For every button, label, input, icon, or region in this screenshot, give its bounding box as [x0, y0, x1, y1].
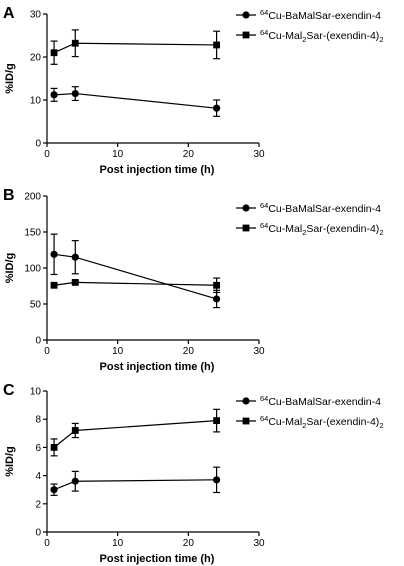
x-tick-label: 30	[253, 346, 265, 357]
y-tick-label: 100	[24, 264, 41, 275]
data-point-marker	[213, 476, 221, 484]
data-point-marker	[213, 104, 221, 112]
legend-marker	[242, 397, 250, 405]
data-point-marker	[213, 281, 220, 289]
series-line	[53, 253, 217, 300]
legend-marker	[242, 224, 250, 232]
x-tick-label: 20	[183, 538, 195, 549]
panel-letter: A	[3, 5, 15, 22]
legend-entry-1: 64Cu-BaMalSar-exendin-4	[236, 8, 381, 22]
x-tick-label: 0	[44, 346, 50, 357]
series-2	[50, 29, 221, 65]
panel-letter: B	[3, 187, 15, 204]
panel-letter: C	[3, 382, 15, 399]
legend-entry-2: 64Cu-Mal2Sar-(exendin-4)2	[236, 221, 383, 237]
data-point-marker	[71, 89, 79, 98]
legend-label: 64Cu-Mal2Sar-(exendin-4)2	[260, 414, 383, 430]
x-tick-label: 20	[183, 346, 195, 357]
legend-entry-2: 64Cu-Mal2Sar-(exendin-4)2	[236, 414, 383, 430]
y-tick-label: 200	[24, 192, 41, 203]
y-tick-label: 6	[35, 443, 41, 454]
y-tick-label: 4	[35, 471, 41, 482]
data-point-marker	[71, 253, 79, 261]
legend-entry-2: 64Cu-Mal2Sar-(exendin-4)2	[236, 28, 383, 44]
data-point-marker	[213, 41, 220, 49]
series-line	[53, 420, 217, 448]
legend-entry-1: 64Cu-BaMalSar-exendin-4	[236, 394, 381, 408]
y-axis-title: %ID/g	[4, 63, 16, 94]
y-tick-label: 150	[24, 228, 41, 239]
data-point-marker	[213, 295, 221, 303]
y-tick-label: 8	[35, 415, 41, 426]
y-tick-label: 20	[30, 53, 42, 64]
data-point-marker	[50, 250, 58, 258]
data-point-marker	[50, 444, 58, 451]
y-tick-label: 50	[30, 300, 42, 311]
data-point-marker	[50, 49, 58, 57]
legend-marker	[242, 31, 250, 39]
x-tick-label: 20	[183, 149, 195, 160]
data-point-marker	[50, 91, 58, 99]
y-tick-label: 10	[30, 387, 42, 398]
y-axis-title: %ID/g	[4, 446, 16, 477]
y-tick-label: 0	[35, 336, 41, 347]
data-point-marker	[71, 39, 79, 47]
legend-label: 64Cu-BaMalSar-exendin-4	[260, 201, 381, 215]
legend-marker	[242, 417, 250, 425]
legend-marker	[242, 11, 250, 19]
x-tick-label: 0	[44, 149, 50, 160]
y-tick-label: 0	[35, 528, 41, 539]
y-axis-title: %ID/g	[4, 253, 16, 284]
x-tick-label: 0	[44, 538, 50, 549]
x-tick-label: 10	[112, 538, 124, 549]
series-2	[50, 277, 221, 294]
chart-panel-a: A 0 10 20 30 0 10 20 30 Post injection time (h) %I…	[3, 5, 383, 176]
series-1	[50, 86, 221, 117]
series-1	[50, 233, 221, 309]
x-tick-label: 30	[253, 149, 265, 160]
legend-entry-1: 64Cu-BaMalSar-exendin-4	[236, 201, 381, 215]
legend-marker	[242, 204, 250, 212]
x-tick-label: 10	[112, 346, 124, 357]
data-point-marker	[50, 281, 58, 289]
y-tick-label: 10	[30, 96, 42, 107]
y-tick-label: 0	[35, 139, 41, 150]
data-point-marker	[71, 477, 79, 485]
x-tick-label: 30	[253, 538, 265, 549]
x-axis-title: Post injection time (h)	[100, 553, 215, 565]
y-tick-label: 30	[30, 10, 42, 21]
data-point-marker	[50, 486, 58, 494]
chart-panel-c: C 0 10 20 30 0 2 4 6 8 10 Post injection time (h) %I…	[3, 382, 383, 565]
x-axis-title: Post injection time (h)	[100, 361, 215, 373]
data-point-marker	[213, 417, 220, 425]
legend-label: 64Cu-Mal2Sar-(exendin-4)2	[260, 28, 383, 44]
data-point-marker	[71, 279, 79, 286]
data-point-marker	[71, 427, 79, 434]
legend-label: 64Cu-BaMalSar-exendin-4	[260, 8, 381, 22]
legend-label: 64Cu-BaMalSar-exendin-4	[260, 394, 381, 408]
x-axis-title: Post injection time (h)	[100, 164, 215, 176]
series-2	[50, 408, 221, 457]
series-1	[50, 466, 221, 496]
legend-label: 64Cu-Mal2Sar-(exendin-4)2	[260, 221, 383, 237]
x-tick-label: 10	[112, 149, 124, 160]
chart-panel-b: B 0 10 20 30 0 50 100 150 200 Post injection time …	[3, 187, 383, 373]
y-tick-label: 2	[35, 499, 41, 510]
